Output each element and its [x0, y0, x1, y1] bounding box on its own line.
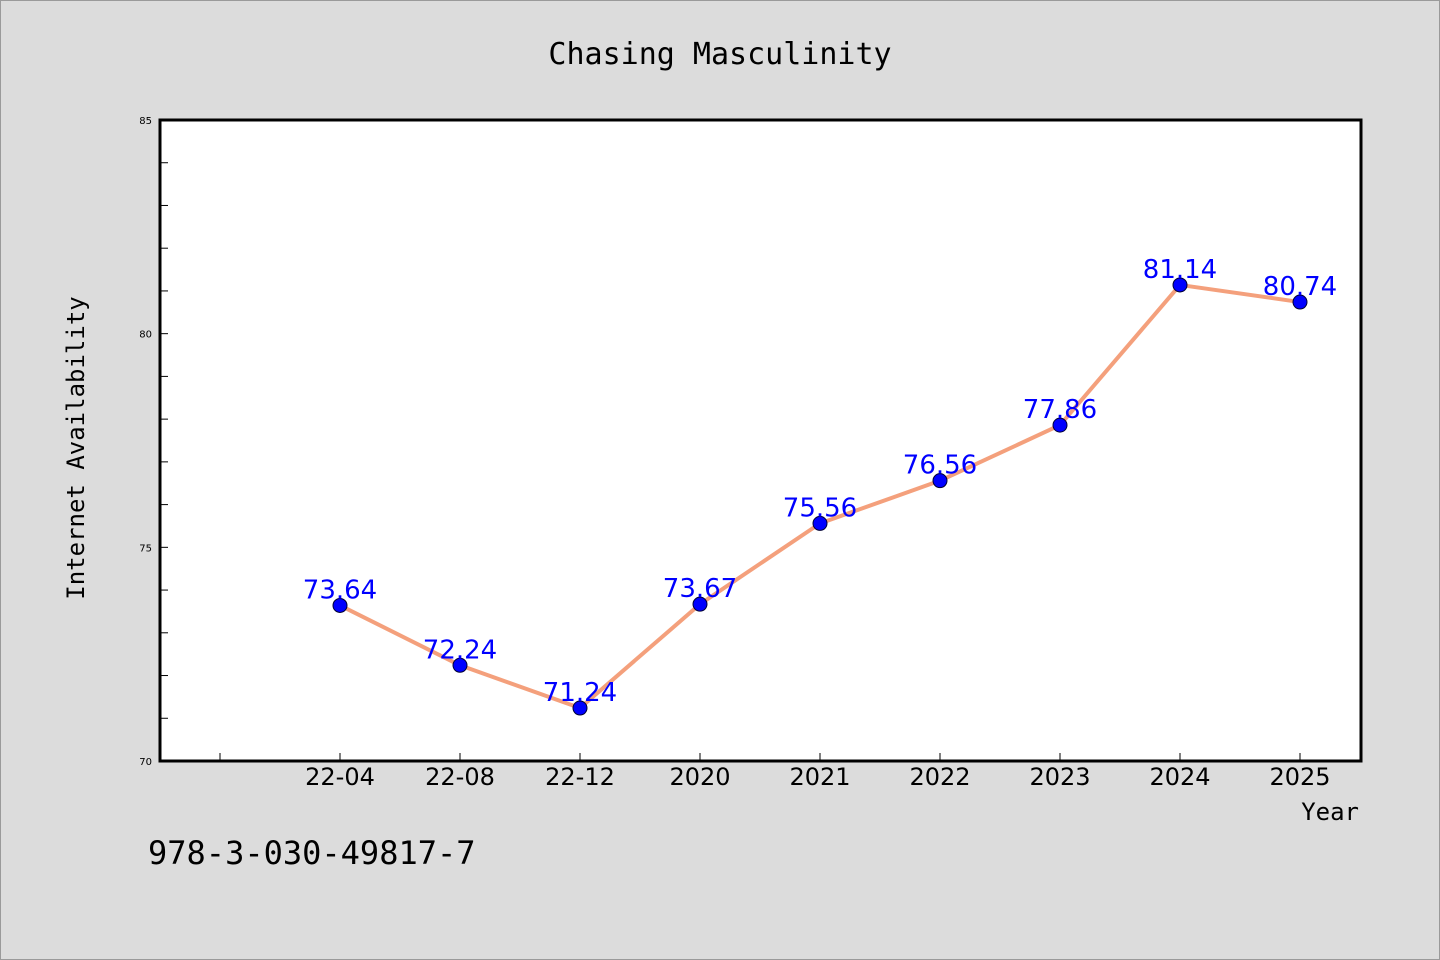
x-tick-label: 2020 [669, 763, 730, 791]
data-label: 73.67 [663, 574, 737, 604]
data-label: 76.56 [903, 451, 977, 481]
x-tick-label: 22-08 [425, 763, 495, 791]
y-tick-label: 75 [139, 543, 152, 554]
x-tick-label: 2022 [909, 763, 970, 791]
data-point [1292, 294, 1308, 310]
x-tick-label: 22-04 [305, 763, 375, 791]
data-label: 77.86 [1023, 395, 1097, 425]
y-axis: 70 75 80 85 [139, 116, 168, 768]
x-tick-label: 2023 [1029, 763, 1090, 791]
x-axis: 22-04 22-08 22-12 2020 2021 2022 2023 2024 2025 [219, 753, 1331, 791]
x-tick-label: 22-12 [545, 763, 615, 791]
data-label: 71.24 [543, 678, 617, 708]
data-point [452, 657, 468, 673]
data-point [812, 515, 828, 531]
y-tick-label: 70 [139, 757, 152, 768]
data-point [332, 597, 348, 613]
y-tick-label: 80 [139, 330, 152, 341]
isbn-text: 978-3-030-49817-7 [148, 834, 476, 872]
y-axis-title: Internet Availability [62, 296, 90, 599]
data-point [932, 473, 948, 489]
x-tick-label: 2024 [1149, 763, 1210, 791]
x-tick-label: 2025 [1269, 763, 1330, 791]
data-label: 75.56 [783, 493, 857, 523]
x-axis-title: Year [1301, 798, 1359, 826]
data-label: 80.74 [1263, 272, 1337, 302]
data-point [692, 596, 708, 612]
data-point [1052, 417, 1068, 433]
series-layer [332, 277, 1308, 716]
data-label: 72.24 [423, 635, 497, 665]
data-point [572, 700, 588, 716]
data-label: 73.64 [303, 575, 377, 605]
data-label: 81.14 [1143, 255, 1217, 285]
data-point [1172, 277, 1188, 293]
data-labels: 73.64 72.24 71.24 73.67 75.56 76.56 77.86 81.14… [303, 255, 1337, 708]
y-tick-label: 85 [139, 116, 152, 127]
x-tick-label: 2021 [789, 763, 850, 791]
plot-area [158, 118, 1363, 763]
chart-title: Chasing Masculinity [548, 37, 891, 72]
